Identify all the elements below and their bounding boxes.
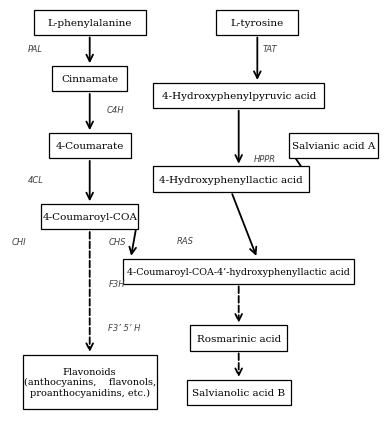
Text: Salvianolic acid B: Salvianolic acid B [192,388,285,397]
Text: PAL: PAL [28,44,43,53]
FancyBboxPatch shape [49,134,131,159]
Text: C4H: C4H [106,106,124,115]
FancyBboxPatch shape [153,83,324,109]
FancyBboxPatch shape [217,11,298,35]
Text: Salvianic acid A: Salvianic acid A [292,142,375,151]
Text: L-tyrosine: L-tyrosine [231,19,284,28]
FancyBboxPatch shape [190,326,287,351]
Text: TAT: TAT [263,44,277,53]
Text: CHI: CHI [12,238,26,247]
Text: HPPR: HPPR [254,154,276,163]
Text: 4-Coumaroyl-COA: 4-Coumaroyl-COA [42,213,137,222]
FancyBboxPatch shape [123,259,354,284]
FancyBboxPatch shape [289,134,378,159]
Text: 4-Hydroxyphenylpyruvic acid: 4-Hydroxyphenylpyruvic acid [161,92,316,101]
Text: 4-Coumarate: 4-Coumarate [55,142,124,151]
FancyBboxPatch shape [41,204,138,230]
Text: L-phenylalanine: L-phenylalanine [47,19,132,28]
Text: Flavonoids
(anthocyanins,    flavonols,
proanthocyanidins, etc.): Flavonoids (anthocyanins, flavonols, pro… [24,367,156,397]
Text: 4-Coumaroyl-COA-4’-hydroxyphenyllactic acid: 4-Coumaroyl-COA-4’-hydroxyphenyllactic a… [127,267,350,276]
FancyBboxPatch shape [187,380,291,405]
FancyBboxPatch shape [52,67,127,92]
FancyBboxPatch shape [23,355,157,409]
Text: 4CL: 4CL [28,175,44,184]
Text: F3H: F3H [108,279,125,288]
Text: F3’ 5’ H: F3’ 5’ H [108,323,141,332]
Text: CHS: CHS [108,238,126,247]
Text: Rosmarinic acid: Rosmarinic acid [197,334,281,343]
Text: Cinnamate: Cinnamate [61,75,118,84]
FancyBboxPatch shape [153,167,310,192]
FancyBboxPatch shape [34,11,146,35]
Text: RAS: RAS [177,237,194,246]
Text: 4-Hydroxyphenyllactic acid: 4-Hydroxyphenyllactic acid [159,175,303,184]
